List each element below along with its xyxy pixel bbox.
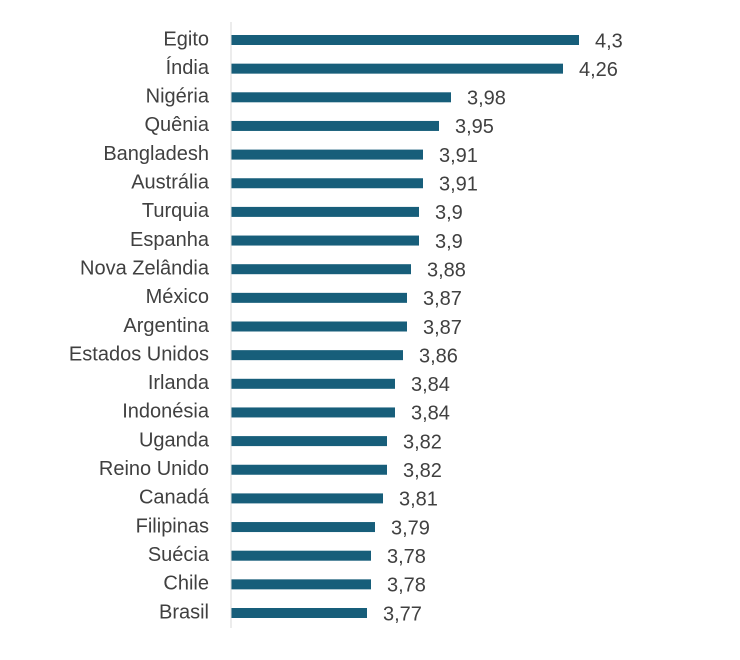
category-tick-label: Filipinas [136, 515, 209, 537]
bar [231, 264, 411, 275]
data-label: 3,86 [419, 345, 458, 367]
data-label: 3,9 [435, 202, 463, 224]
category-tick-label: México [146, 286, 209, 308]
bar [231, 436, 387, 447]
data-label: 4,26 [579, 59, 618, 81]
bar [231, 63, 563, 74]
data-label: 3,82 [403, 431, 442, 453]
bar [231, 92, 451, 103]
bar [231, 35, 579, 45]
category-tick-label: Uganda [139, 429, 210, 451]
data-label: 3,84 [411, 403, 450, 425]
data-label: 3,81 [399, 489, 438, 511]
bar [231, 292, 407, 303]
data-label: 3,91 [439, 174, 478, 196]
category-tick-label: Indonésia [122, 401, 210, 423]
category-tick-label: Argentina [123, 315, 209, 337]
category-tick-label: Irlanda [148, 372, 210, 394]
data-label: 3,79 [391, 517, 430, 539]
bar [231, 493, 383, 504]
category-tick-label: Índia [166, 56, 210, 79]
data-label: 3,98 [467, 88, 506, 110]
category-tick-label: Egito [163, 28, 209, 50]
data-label: 3,78 [387, 546, 426, 568]
bar [231, 407, 395, 418]
data-label: 3,87 [423, 288, 462, 310]
category-tick-label: Brasil [159, 601, 209, 623]
category-tick-label: Turquia [142, 200, 210, 222]
data-label: 3,9 [435, 231, 463, 253]
category-tick-label: Reino Unido [99, 458, 209, 480]
category-tick-label: Nigéria [146, 86, 210, 108]
bar [231, 235, 419, 246]
category-tick-label: Canadá [139, 487, 210, 509]
data-label: 3,78 [387, 575, 426, 597]
bar [231, 206, 419, 217]
category-tick-label: Estados Unidos [69, 343, 209, 365]
data-label: 4,3 [595, 30, 623, 52]
category-tick-label: Bangladesh [103, 143, 209, 165]
category-tick-label: Espanha [130, 229, 210, 251]
bar [231, 149, 423, 160]
bar [231, 120, 439, 131]
category-tick-label: Suécia [148, 544, 210, 566]
value-labels-group: 4,3 4,26 3,98 3,95 3,91 3,91 3,9 3,9 3,88 3,87 3,8… [383, 30, 623, 625]
bar [231, 464, 387, 475]
bar [231, 378, 395, 389]
bar [231, 579, 371, 590]
category-tick-label: Quênia [145, 114, 210, 136]
category-tick-label: Austrália [131, 172, 210, 194]
bar [231, 550, 371, 561]
bar [231, 350, 403, 361]
bar [231, 608, 367, 618]
data-label: 3,82 [403, 460, 442, 482]
category-labels-group: Egito Índia Nigéria Quênia Bangladesh Austrál… [69, 28, 210, 623]
bar [231, 321, 407, 332]
bar [231, 178, 423, 189]
data-label: 3,77 [383, 603, 422, 625]
bars-group [231, 35, 579, 618]
bar [231, 522, 375, 533]
data-label: 3,95 [455, 116, 494, 138]
category-tick-label: Nova Zelândia [80, 257, 210, 279]
data-label: 3,87 [423, 317, 462, 339]
data-label: 3,88 [427, 259, 466, 281]
data-label: 3,91 [439, 145, 478, 167]
data-label: 3,84 [411, 374, 450, 396]
category-tick-label: Chile [163, 573, 209, 595]
